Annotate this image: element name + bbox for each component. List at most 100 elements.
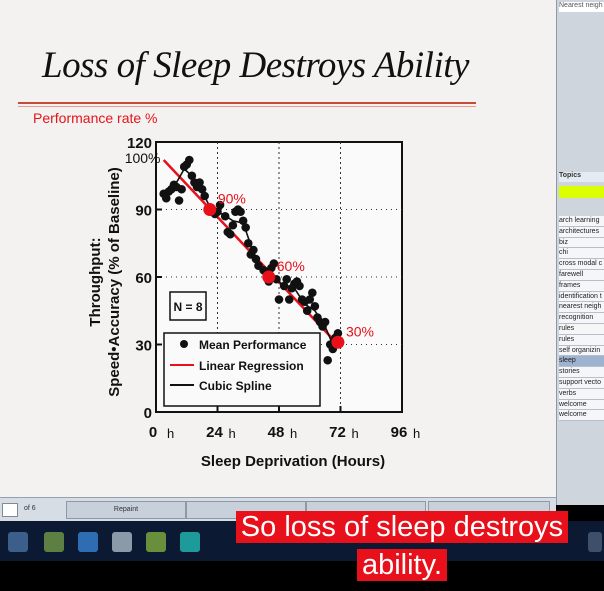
topic-item[interactable]: self organizin (559, 345, 604, 357)
data-point (333, 328, 343, 338)
data-point (228, 220, 238, 230)
annotation-label: 90% (218, 191, 246, 207)
y-tick-label: 120 (127, 135, 152, 152)
y-axis-title-line1: Throughput: (87, 237, 104, 326)
topics-sidebar: Nearest neigh Topics arch learning archit… (556, 0, 604, 505)
data-point (177, 184, 186, 194)
y-axis-title-line2: Speed•Accuracy (% of Baseline) (106, 167, 123, 397)
data-point (305, 295, 315, 304)
app-icon[interactable] (146, 532, 166, 552)
app-icon[interactable] (180, 532, 200, 552)
n-box-label: N = 8 (173, 300, 202, 314)
tray-icon[interactable] (588, 532, 602, 552)
topic-item[interactable]: frames (559, 280, 604, 292)
app-icon[interactable] (44, 532, 64, 552)
data-point (320, 317, 330, 327)
data-point (195, 178, 204, 187)
data-point (310, 301, 320, 311)
subtitle-caption: So loss of sleep destroys ability. (216, 508, 588, 584)
legend-label: Linear Regression (199, 359, 304, 373)
data-point (236, 207, 245, 217)
data-point (282, 274, 291, 284)
topic-list: arch learning architectures biz chi cross mo… (559, 216, 604, 422)
slide-title: Loss of Sleep Destroys Ability (42, 45, 469, 86)
repaint-button[interactable]: Repaint (66, 501, 186, 519)
app-icon[interactable] (78, 532, 98, 552)
caption-line-1: So loss of sleep destroys (235, 511, 569, 543)
data-point (187, 171, 197, 181)
annotation-label: 60% (277, 258, 305, 274)
data-point (200, 191, 209, 201)
x-tick-label: 96 (391, 424, 408, 441)
legend (163, 332, 321, 407)
page-count-label: of 6 (24, 505, 36, 512)
topics-header: Topics (559, 172, 604, 182)
topic-item[interactable]: arch learning (559, 216, 604, 227)
data-point (284, 295, 294, 304)
topic-item[interactable]: sleep (559, 356, 604, 368)
data-point (308, 288, 317, 298)
data-point (161, 193, 171, 203)
legend-label: Mean Performance (199, 338, 307, 352)
topic-item[interactable]: chi (559, 248, 604, 260)
data-point (226, 229, 235, 239)
title-divider (18, 102, 476, 104)
data-point (241, 223, 250, 232)
data-point (295, 281, 304, 291)
topic-item[interactable]: verbs (559, 388, 604, 400)
data-point (174, 196, 184, 205)
x-tick-label: 0 (149, 424, 157, 441)
topic-item[interactable]: welcome (559, 410, 604, 422)
y-tick-label: 60 (135, 270, 152, 287)
topic-item[interactable]: nearest neigh (559, 302, 604, 314)
data-point (197, 184, 207, 194)
topic-item[interactable]: welcome (559, 399, 604, 411)
nearest-neighbor-field[interactable]: Nearest neigh (559, 2, 604, 12)
topic-item[interactable]: farewell (559, 269, 604, 281)
x-axis-title: Sleep Deprivation (Hours) (201, 453, 385, 470)
data-point (323, 355, 332, 365)
x-tick-label: 48 (268, 424, 285, 441)
data-point (269, 259, 279, 268)
y-tick-label: 0 (144, 405, 152, 422)
x-tick-suffix: h (352, 426, 359, 441)
topic-item[interactable]: stories (559, 367, 604, 378)
topic-item[interactable]: rules (559, 334, 604, 346)
x-tick-suffix: h (229, 426, 236, 441)
x-tick-suffix: h (167, 426, 174, 441)
data-point (220, 211, 230, 221)
x-tick-label: 24 (206, 424, 223, 441)
caption-line-2: ability. (356, 549, 448, 581)
topic-input[interactable] (559, 186, 604, 198)
app-icon[interactable] (112, 532, 132, 552)
x-tick-suffix: h (290, 426, 297, 441)
x-tick-suffix: h (413, 426, 420, 441)
topic-item[interactable]: recognition (559, 313, 604, 324)
data-point (238, 216, 248, 226)
data-point (249, 245, 258, 255)
topic-item[interactable]: rules (559, 323, 604, 335)
slide: Loss of Sleep Destroys Ability Performan… (0, 0, 556, 500)
topic-item[interactable]: identification t (559, 291, 604, 303)
y-tick-label: 90 (135, 203, 152, 220)
data-point (302, 306, 312, 316)
start-icon[interactable] (8, 532, 28, 552)
page-number-input[interactable] (2, 503, 18, 517)
annotation-label: 100% (125, 150, 161, 166)
topic-item[interactable]: cross modal c (559, 259, 604, 270)
data-point (251, 254, 261, 264)
legend-label: Cubic Spline (199, 379, 272, 393)
topic-item[interactable]: biz (559, 237, 604, 249)
performance-rate-label: Performance rate % (33, 110, 158, 126)
annotation-marker (262, 270, 276, 284)
x-tick-label: 72 (329, 424, 346, 441)
topic-item[interactable]: architectures (559, 226, 604, 238)
topic-item[interactable]: support vecto (559, 377, 604, 389)
legend-marker-mean (180, 340, 188, 348)
annotation-label: 30% (346, 323, 374, 339)
data-point (185, 155, 194, 165)
annotation-marker (203, 203, 217, 216)
data-point (279, 281, 289, 291)
y-tick-label: 30 (135, 338, 152, 355)
